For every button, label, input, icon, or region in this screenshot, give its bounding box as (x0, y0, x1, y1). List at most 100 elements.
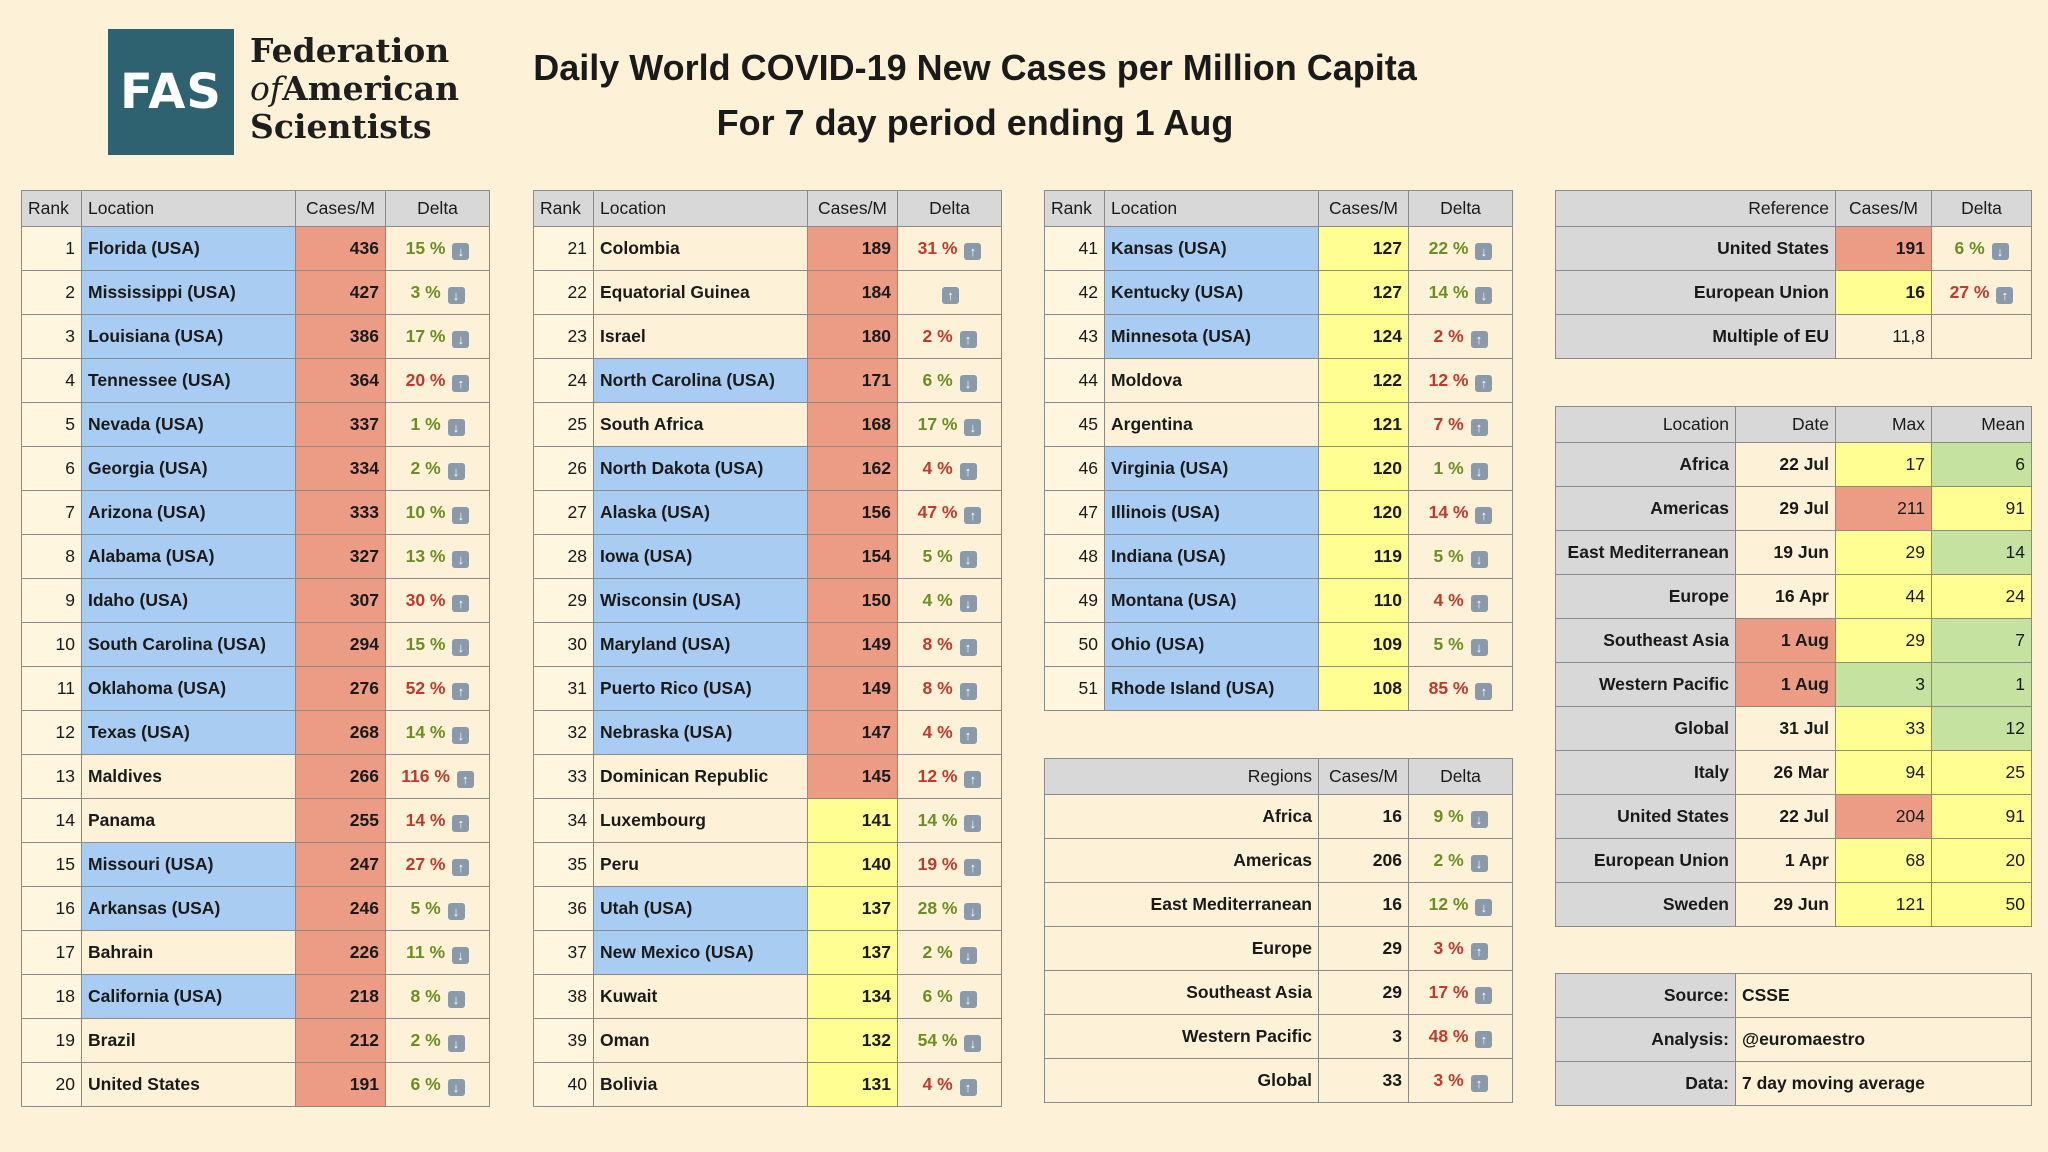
table-row: Americas 206 2 % ↓ (1044, 838, 1513, 883)
cases-cell: 386 (295, 314, 386, 359)
table-row: East Mediterranean 19 Jun 29 14 (1555, 530, 2032, 575)
arrow-up-icon: ↑ (964, 242, 982, 260)
table-row: 6 Georgia (USA) 334 2 % ↓ (21, 446, 490, 491)
table-row: 13 Maldives 266 116 % ↑ (21, 754, 490, 799)
cases-cell: 150 (807, 578, 898, 623)
table-row: 17 Bahrain 226 11 % ↓ (21, 930, 490, 975)
table-row: 10 South Carolina (USA) 294 15 % ↓ (21, 622, 490, 667)
peak-max: 211 (1835, 486, 1932, 531)
delta-value: 13 % (405, 545, 446, 566)
table-header-row: Regions Cases/M Delta (1044, 758, 1513, 795)
delta-cell: 14 % ↑ (385, 798, 490, 843)
delta-value: 4 % (1433, 589, 1464, 610)
rank-cell: 2 (21, 270, 82, 315)
delta-cell: 1 % ↓ (1408, 446, 1513, 491)
delta-value: 4 % (922, 721, 953, 742)
peak-mean: 50 (1931, 882, 2032, 927)
location-cell: Bahrain (81, 930, 296, 975)
rank-cell: 5 (21, 402, 82, 447)
fas-logo: FAS (108, 29, 234, 155)
location-cell: Panama (81, 798, 296, 843)
location-cell: Ohio (USA) (1104, 622, 1319, 667)
table-row: 44 Moldova 122 12 % ↑ (1044, 358, 1513, 403)
delta-value: 17 % (1428, 981, 1469, 1002)
delta-cell: 14 % ↑ (1408, 490, 1513, 535)
table-row: United States 22 Jul 204 91 (1555, 794, 2032, 839)
arrow-up-icon: ↑ (942, 286, 959, 304)
header-delta: Delta (1931, 190, 2032, 227)
rank-cell: 45 (1044, 402, 1105, 447)
cases-cell: 131 (807, 1062, 898, 1107)
table-row: 34 Luxembourg 141 14 % ↓ (533, 798, 1002, 843)
delta-value: 5 % (1433, 633, 1464, 654)
page-title: Daily World COVID-19 New Cases per Milli… (533, 47, 1417, 88)
table-row: Analysis: @euromaestro (1555, 1017, 2032, 1062)
arrow-down-icon: ↓ (452, 726, 470, 744)
cases-cell: 156 (807, 490, 898, 535)
cases-cell: 168 (807, 402, 898, 447)
delta-cell: 11 % ↓ (385, 930, 490, 975)
delta-value: 6 % (922, 369, 953, 390)
header-delta: Delta (1408, 758, 1513, 795)
logo-line-2-rest: American (282, 69, 460, 108)
delta-cell: 47 % ↑ (897, 490, 1002, 535)
cases-cell: 246 (295, 886, 386, 931)
cases-cell: 266 (295, 754, 386, 799)
delta-cell: 4 % ↑ (897, 1062, 1002, 1107)
header-cases: Cases/M (1318, 758, 1409, 795)
delta-cell: 30 % ↑ (385, 578, 490, 623)
cases-cell: 16 (1835, 270, 1932, 315)
location-cell: Idaho (USA) (81, 578, 296, 623)
delta-value: 27 % (1949, 281, 1990, 302)
reference-label: European Union (1555, 270, 1836, 315)
rank-cell: 24 (533, 358, 594, 403)
peak-max: 44 (1835, 574, 1932, 619)
delta-value: 30 % (405, 589, 446, 610)
arrow-down-icon: ↓ (959, 946, 977, 964)
rank-cell: 25 (533, 402, 594, 447)
rank-cell: 23 (533, 314, 594, 359)
region-label: Global (1044, 1058, 1319, 1103)
delta-cell: 5 % ↓ (385, 886, 490, 931)
delta-value: 85 % (1428, 677, 1469, 698)
cases-cell: 119 (1318, 534, 1409, 579)
delta-cell: 12 % ↑ (1408, 358, 1513, 403)
header-max: Max (1835, 406, 1932, 443)
table-header-row: Rank Location Cases/M Delta (21, 190, 490, 227)
table-row: 2 Mississippi (USA) 427 3 % ↓ (21, 270, 490, 315)
table-row: 18 California (USA) 218 8 % ↓ (21, 974, 490, 1019)
cases-cell: 137 (807, 930, 898, 975)
table-header-row: Rank Location Cases/M Delta (533, 190, 1002, 227)
peak-location: Southeast Asia (1555, 618, 1736, 663)
arrow-down-icon: ↓ (447, 462, 465, 480)
location-cell: Wisconsin (USA) (593, 578, 808, 623)
delta-value: 15 % (405, 237, 446, 258)
header-location: Location (1555, 406, 1736, 443)
table-header-row: Rank Location Cases/M Delta (1044, 190, 1513, 227)
delta-value: 22 % (1428, 237, 1469, 258)
header-reference: Reference (1555, 190, 1836, 227)
delta-value: 2 % (922, 941, 953, 962)
cases-cell: 427 (295, 270, 386, 315)
arrow-down-icon: ↓ (447, 1034, 465, 1052)
source-label: Analysis: (1555, 1017, 1736, 1062)
rank-cell: 14 (21, 798, 82, 843)
delta-value: 17 % (917, 413, 958, 434)
table-row: 27 Alaska (USA) 156 47 % ↑ (533, 490, 1002, 535)
location-cell: Montana (USA) (1104, 578, 1319, 623)
delta-value: 20 % (405, 369, 446, 390)
peak-location: Italy (1555, 750, 1736, 795)
location-cell: Rhode Island (USA) (1104, 666, 1319, 711)
delta-cell: 116 % ↑ (385, 754, 490, 799)
arrow-down-icon: ↓ (964, 902, 982, 920)
table-row: 42 Kentucky (USA) 127 14 % ↓ (1044, 270, 1513, 315)
delta-cell: 6 % ↓ (385, 1062, 490, 1107)
arrow-up-icon: ↑ (1996, 286, 2014, 304)
delta-cell: 31 % ↑ (897, 226, 1002, 271)
table-row: 37 New Mexico (USA) 137 2 % ↓ (533, 930, 1002, 975)
location-cell: Oman (593, 1018, 808, 1063)
table-row: 8 Alabama (USA) 327 13 % ↓ (21, 534, 490, 579)
arrow-up-icon: ↑ (452, 374, 470, 392)
delta-cell: 2 % ↓ (385, 1018, 490, 1063)
table-row: 38 Kuwait 134 6 % ↓ (533, 974, 1002, 1019)
